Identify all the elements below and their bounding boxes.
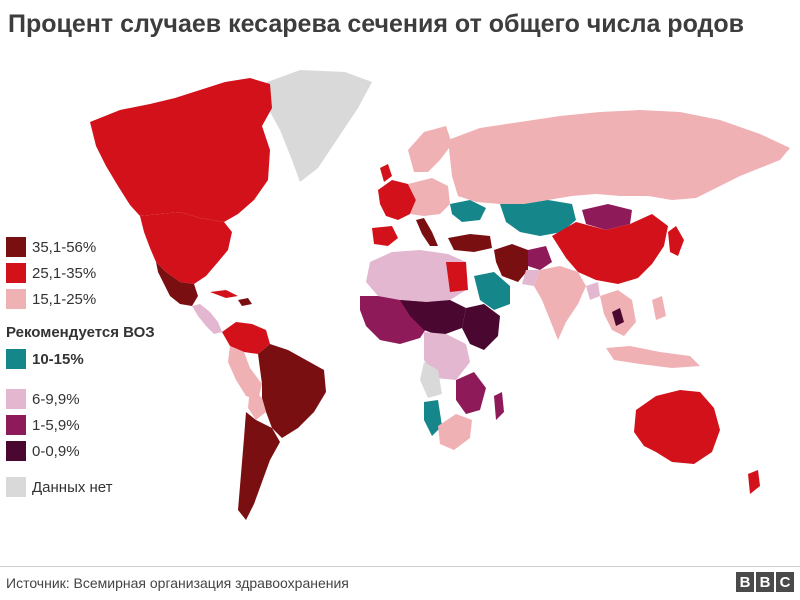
region-philippines (652, 296, 666, 320)
footer-divider (0, 566, 800, 567)
legend-swatch (6, 477, 26, 497)
region-usa (140, 212, 232, 284)
region-iran (494, 244, 528, 282)
region-south-africa (438, 414, 472, 450)
region-turkey (448, 234, 492, 252)
region-caribbean (238, 298, 252, 306)
region-europe-west (378, 180, 416, 220)
legend-label: 15,1-25% (32, 290, 97, 308)
legend-who-heading: Рекомендуется ВОЗ (6, 324, 155, 341)
region-pakistan (522, 270, 540, 286)
region-uk (380, 164, 392, 182)
legend-swatch (6, 349, 26, 369)
region-kazakhstan (500, 200, 576, 236)
region-southeast-africa (456, 372, 486, 414)
region-russia (448, 110, 790, 204)
region-scandinavia (408, 126, 452, 172)
region-australia (634, 390, 720, 464)
region-peru (228, 346, 262, 400)
region-indonesia (606, 346, 700, 368)
legend-item-35-56: 35,1-56% (6, 236, 96, 258)
region-canada (90, 78, 272, 222)
legend-swatch (6, 263, 26, 283)
legend-swatch (6, 415, 26, 435)
region-italy (416, 218, 438, 246)
region-mongolia (582, 204, 632, 230)
region-bolivia (248, 386, 266, 420)
region-north-africa (366, 250, 466, 302)
region-korea-japan (668, 226, 684, 256)
bbc-logo: B B C (736, 572, 794, 592)
region-ukraine (450, 200, 486, 222)
region-cuba (210, 290, 238, 298)
legend-item-no-data: Данных нет (6, 476, 113, 498)
region-madagascar (494, 392, 504, 420)
region-brazil (258, 344, 326, 438)
bbc-logo-letter: B (736, 572, 754, 592)
region-central-america (192, 304, 222, 334)
region-central-africa (424, 332, 470, 380)
source-note: Источник: Всемирная организация здравоох… (6, 575, 349, 591)
region-bangladesh (586, 282, 600, 300)
legend-item-15-25: 15,1-25% (6, 288, 96, 310)
region-colombia (222, 322, 270, 354)
region-egypt (446, 262, 468, 292)
world-map (90, 70, 790, 520)
region-greenland (262, 70, 372, 182)
legend-swatch (6, 389, 26, 409)
legend-swatch (6, 289, 26, 309)
legend-item-0-09: 0-0,9% (6, 440, 80, 462)
legend-swatch (6, 441, 26, 461)
legend-label: 6-9,9% (32, 390, 80, 408)
region-myanmar (612, 308, 624, 326)
region-europe-central (408, 178, 450, 216)
region-mexico (156, 262, 198, 306)
legend-label: 10-15% (32, 350, 84, 368)
legend-swatch (6, 237, 26, 257)
legend-label: 1-5,9% (32, 416, 80, 434)
region-east-africa (462, 304, 500, 350)
region-china (552, 214, 668, 284)
legend-label: Данных нет (32, 478, 113, 496)
region-new-zealand (748, 470, 760, 494)
bbc-logo-letter: C (776, 572, 794, 592)
bbc-logo-letter: B (756, 572, 774, 592)
region-india (534, 266, 586, 340)
legend-item-25-35: 25,1-35% (6, 262, 96, 284)
legend-label: 35,1-56% (32, 238, 97, 256)
region-argentina (238, 412, 280, 520)
region-saudi (474, 272, 510, 310)
legend-item-1-5: 1-5,9% (6, 414, 80, 436)
region-namibia (424, 400, 442, 436)
region-sahel (400, 300, 466, 336)
legend-label: 0-0,9% (32, 442, 80, 460)
legend-label: 25,1-35% (32, 264, 97, 282)
region-angola (420, 362, 442, 398)
legend-item-6-9: 6-9,9% (6, 388, 80, 410)
legend-item-who: 10-15% (6, 348, 84, 370)
region-afghanistan (528, 246, 552, 270)
map-title: Процент случаев кесарева сечения от обще… (8, 10, 745, 38)
region-iberia (372, 226, 398, 246)
